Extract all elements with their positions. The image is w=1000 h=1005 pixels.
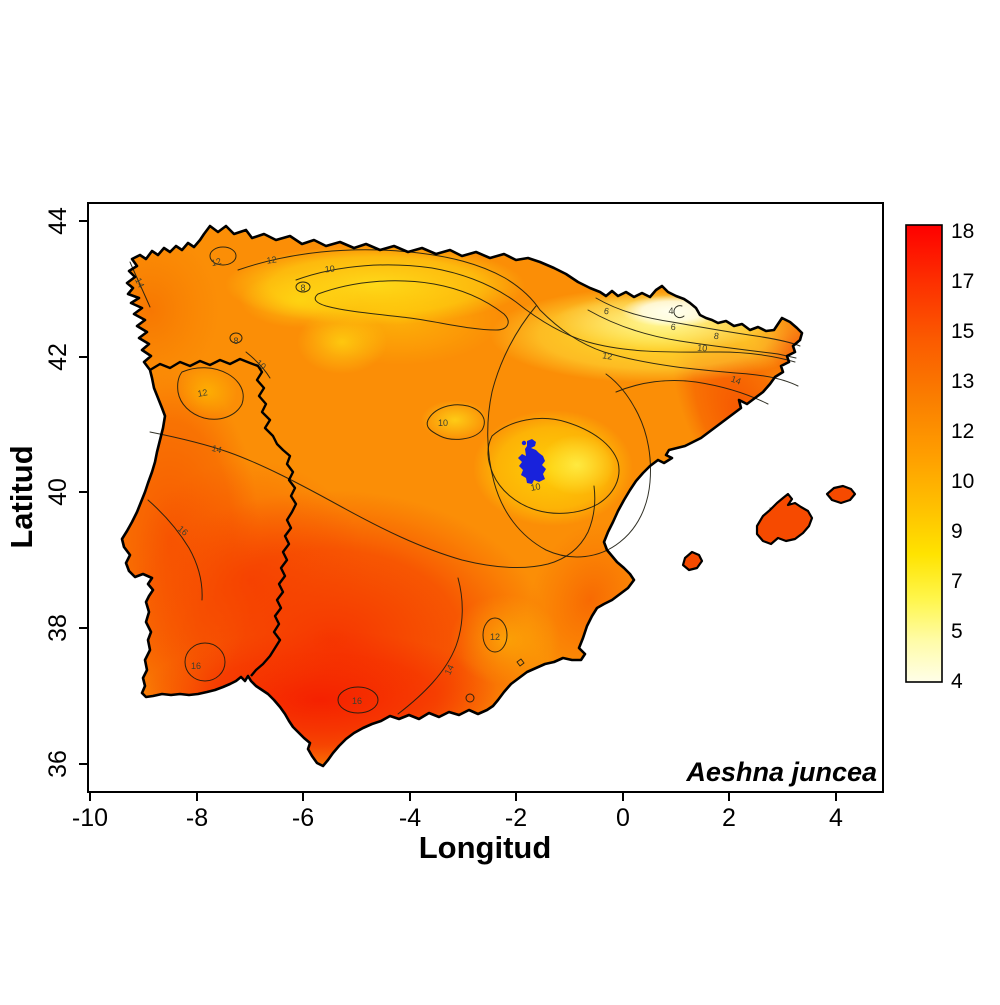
contour-label: 8 xyxy=(713,331,719,342)
x-axis-tick-labels: -10 -8 -6 -4 -2 0 2 4 xyxy=(72,804,843,832)
contour-label: 12 xyxy=(210,256,222,268)
x-axis-title: Longitud xyxy=(419,830,552,865)
occurrence-cluster-marker xyxy=(518,439,546,484)
y-tick: 36 xyxy=(44,750,72,778)
x-axis xyxy=(89,792,837,801)
colorbar-label: 4 xyxy=(951,670,963,693)
plot-frame xyxy=(87,202,884,793)
y-tick: 38 xyxy=(44,614,72,642)
contour-label: 8 xyxy=(300,283,305,293)
contour-label: 16 xyxy=(352,696,362,706)
contour-label: 12 xyxy=(197,387,209,399)
contour-label: 10 xyxy=(697,343,708,354)
colorbar-label: 10 xyxy=(951,470,974,493)
y-axis xyxy=(79,220,88,765)
species-annotation: Aeshna juncea xyxy=(685,757,877,787)
x-tick: -6 xyxy=(292,804,314,832)
x-tick: 2 xyxy=(722,804,736,832)
contour-label: 16 xyxy=(191,661,201,671)
contour-label: 14 xyxy=(133,276,146,289)
y-axis-title: Latitud xyxy=(4,445,39,548)
colorbar-label: 15 xyxy=(951,320,974,343)
island-ibiza xyxy=(681,550,704,572)
iberia-coastline xyxy=(120,224,804,768)
colorbar-label: 12 xyxy=(951,420,974,443)
island-mallorca xyxy=(755,492,814,546)
contour-label: 12 xyxy=(602,350,613,361)
contour-label: 6 xyxy=(670,322,676,332)
contour-label: 10 xyxy=(530,481,542,493)
balearic-islands xyxy=(681,484,857,572)
island-menorca xyxy=(825,484,857,505)
contour-label: 6 xyxy=(603,306,610,317)
contour-label: 12 xyxy=(490,632,500,642)
heat-surface xyxy=(122,226,802,766)
colorbar-label: 7 xyxy=(951,570,963,593)
contour-label: 10 xyxy=(254,358,268,372)
x-tick: 0 xyxy=(616,804,630,832)
colorbar-label: 5 xyxy=(951,620,963,643)
y-tick: 40 xyxy=(44,478,72,506)
y-tick: 42 xyxy=(44,343,72,371)
x-tick: 4 xyxy=(829,804,843,832)
contour-label: 16 xyxy=(176,524,190,538)
x-tick: -8 xyxy=(186,804,208,832)
colorbar-gradient xyxy=(905,224,943,683)
contour-label: 10 xyxy=(324,264,335,275)
x-tick: -2 xyxy=(505,804,527,832)
contour-label: 12 xyxy=(266,254,277,265)
contour-label: 14 xyxy=(443,663,456,676)
x-tick: -10 xyxy=(72,804,108,832)
contour-label: 8 xyxy=(233,336,238,346)
portugal-spain-border xyxy=(149,357,298,677)
contour-label: 10 xyxy=(438,418,448,428)
y-axis-tick-labels: 44 42 40 38 36 xyxy=(44,207,72,778)
contour-label: 4 xyxy=(668,306,673,316)
x-tick: -4 xyxy=(399,804,421,832)
y-tick: 44 xyxy=(44,207,72,235)
colorbar-label: 9 xyxy=(951,520,963,543)
colorbar-label: 18 xyxy=(951,220,974,243)
occurrence-point xyxy=(521,440,527,446)
contour-label: 14 xyxy=(730,374,743,387)
contour-label: 14 xyxy=(211,443,223,455)
colorbar-label: 13 xyxy=(951,370,974,393)
colorbar-label: 17 xyxy=(951,270,974,293)
colorbar-labels: 18 17 15 13 12 10 9 7 5 4 xyxy=(951,220,974,693)
